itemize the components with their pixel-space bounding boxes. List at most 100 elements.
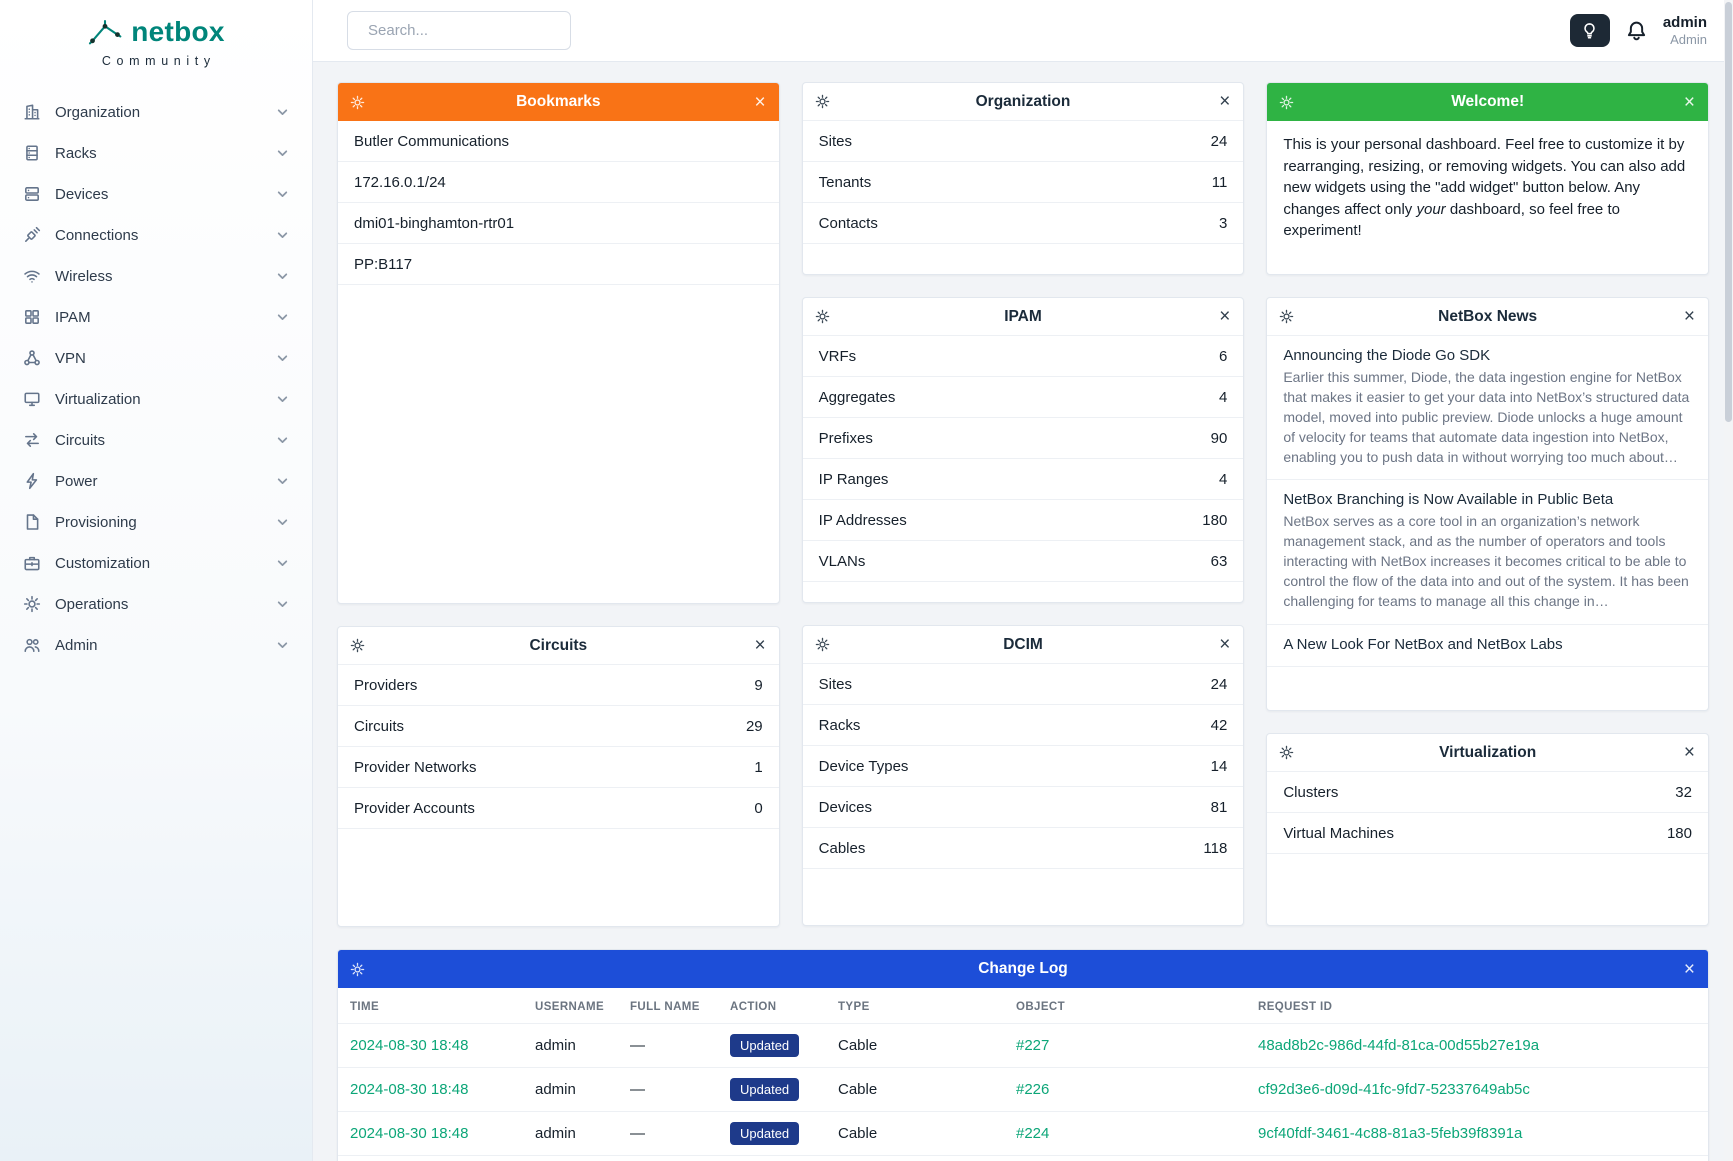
close-icon[interactable]: × xyxy=(1683,91,1695,113)
stat-row[interactable]: Providers 9 xyxy=(338,665,779,706)
stat-row[interactable]: Prefixes 90 xyxy=(802,418,1244,459)
sidebar-item-provisioning[interactable]: Provisioning xyxy=(0,502,312,543)
close-icon[interactable]: × xyxy=(754,635,766,656)
gear-icon[interactable] xyxy=(1279,745,1294,760)
widget-circuits: Circuits × Providers 9 Circuits 29 Provider … xyxy=(337,626,780,927)
sidebar-item-label: Virtualization xyxy=(55,390,141,408)
close-icon[interactable]: × xyxy=(754,91,766,113)
widget-title: Circuits xyxy=(529,636,588,654)
changelog-object-link[interactable]: #226 xyxy=(1016,1081,1050,1098)
sidebar-item-virtualization[interactable]: Virtualization xyxy=(0,379,312,420)
theme-toggle-button[interactable] xyxy=(1569,14,1610,47)
column-header-type: TYPE xyxy=(826,988,1004,1024)
network-nodes-icon xyxy=(24,350,40,366)
stat-row[interactable]: Sites 24 xyxy=(802,121,1244,162)
stat-row[interactable]: Contacts 3 xyxy=(802,203,1244,244)
stat-row[interactable]: VRFs 6 xyxy=(802,336,1244,377)
sidebar-item-label: Devices xyxy=(55,185,109,203)
changelog-request-id-link[interactable]: 48ad8b2c-986d-44fd-81ca-00d55b27e19a xyxy=(1258,1037,1540,1054)
stat-row[interactable]: Tenants 11 xyxy=(802,162,1244,203)
stat-row[interactable]: Circuits 29 xyxy=(338,706,779,747)
stat-row[interactable]: IP Addresses 180 xyxy=(802,500,1244,541)
changelog-request-id-link[interactable]: cf92d3e6-d09d-41fc-9fd7-52337649ab5c xyxy=(1258,1081,1530,1098)
sidebar-item-racks[interactable]: Racks xyxy=(0,133,312,174)
netbox-logo[interactable]: netbox Community xyxy=(0,0,312,78)
sidebar-item-circuits[interactable]: Circuits xyxy=(0,420,312,461)
close-icon[interactable]: × xyxy=(1683,742,1695,763)
changelog-object-link[interactable]: #224 xyxy=(1016,1125,1050,1142)
widget-bookmarks: Bookmarks × Butler Communications 172.16.… xyxy=(337,82,780,604)
news-title-link[interactable]: NetBox Branching is Now Available in Pub… xyxy=(1283,491,1614,509)
stat-row[interactable]: VLANs 63 xyxy=(802,541,1244,582)
sidebar-item-organization[interactable]: Organization xyxy=(0,92,312,133)
close-icon[interactable]: × xyxy=(1683,306,1695,327)
chevron-down-icon xyxy=(277,641,288,648)
monitor-icon xyxy=(24,392,40,407)
news-item: A New Look For NetBox and NetBox Labs xyxy=(1267,625,1708,667)
changelog-username: admin xyxy=(523,1023,618,1068)
news-title-link[interactable]: Announcing the Diode Go SDK xyxy=(1283,347,1491,364)
bookmark-item[interactable]: Butler Communications xyxy=(338,121,779,162)
widget-header: Organization × xyxy=(802,83,1244,121)
stat-row[interactable]: Sites 24 xyxy=(802,664,1244,705)
gear-icon[interactable] xyxy=(350,638,365,653)
gear-icon[interactable] xyxy=(815,94,830,109)
stat-row[interactable]: Virtual Machines 180 xyxy=(1267,813,1708,854)
sidebar-item-label: Customization xyxy=(55,554,151,572)
gear-icon[interactable] xyxy=(1279,95,1294,110)
changelog-object-link[interactable]: #227 xyxy=(1016,1037,1050,1054)
stat-row[interactable]: Provider Accounts 0 xyxy=(338,788,779,829)
changelog-time-link[interactable]: 2024-08-30 18:48 xyxy=(350,1081,469,1098)
column-header-action: ACTION xyxy=(718,988,826,1024)
widget-title: NetBox News xyxy=(1438,307,1538,325)
stat-row[interactable]: Racks 42 xyxy=(802,705,1244,746)
changelog-time-link[interactable]: 2024-08-30 18:48 xyxy=(350,1037,469,1054)
widget-header: Bookmarks × xyxy=(338,83,779,121)
sidebar-item-vpn[interactable]: VPN xyxy=(0,338,312,379)
netbox-logo-icon xyxy=(89,19,122,44)
bookmark-item[interactable]: 172.16.0.1/24 xyxy=(338,162,779,203)
stat-row[interactable]: Devices 81 xyxy=(802,787,1244,828)
search-input[interactable] xyxy=(368,22,567,39)
sidebar-item-admin[interactable]: Admin xyxy=(0,625,312,666)
gear-icon[interactable] xyxy=(350,95,365,110)
close-icon[interactable]: × xyxy=(1219,634,1231,655)
gear-icon[interactable] xyxy=(1279,309,1294,324)
close-icon[interactable]: × xyxy=(1219,91,1231,112)
sidebar-item-connections[interactable]: Connections xyxy=(0,215,312,256)
sidebar-item-devices[interactable]: Devices xyxy=(0,174,312,215)
gear-icon[interactable] xyxy=(815,637,830,652)
changelog-time-link[interactable]: 2024-08-30 18:48 xyxy=(350,1125,469,1142)
sidebar-item-customization[interactable]: Customization xyxy=(0,543,312,584)
scrollbar-thumb[interactable] xyxy=(1725,2,1732,422)
close-icon[interactable]: × xyxy=(1683,958,1695,980)
sidebar-item-wireless[interactable]: Wireless xyxy=(0,256,312,297)
stat-row[interactable]: IP Ranges 4 xyxy=(802,459,1244,500)
sidebar-item-ipam[interactable]: IPAM xyxy=(0,297,312,338)
news-title-link[interactable]: A New Look For NetBox and NetBox Labs xyxy=(1283,635,1563,653)
widget-header: NetBox News × xyxy=(1267,298,1708,336)
sidebar-item-operations[interactable]: Operations xyxy=(0,584,312,625)
stat-row[interactable]: Clusters 32 xyxy=(1267,772,1708,813)
changelog-request-id-link[interactable]: 9cf40fdf-3461-4c88-81a3-5feb39f8391a xyxy=(1258,1125,1523,1142)
action-badge: Updated xyxy=(730,1078,800,1101)
widget-title: IPAM xyxy=(1004,307,1042,325)
user-menu[interactable]: admin Admin xyxy=(1663,14,1707,48)
stat-row[interactable]: Device Types 14 xyxy=(802,746,1244,787)
close-icon[interactable]: × xyxy=(1219,306,1231,327)
changelog-type: Cable xyxy=(826,1111,1004,1156)
bookmark-item[interactable]: PP:B117 xyxy=(338,244,779,285)
search-box[interactable] xyxy=(347,11,571,50)
sidebar-item-power[interactable]: Power xyxy=(0,461,312,502)
chevron-down-icon xyxy=(277,477,288,484)
wifi-icon xyxy=(24,270,40,283)
stat-row[interactable]: Provider Networks 1 xyxy=(338,747,779,788)
notifications-button[interactable] xyxy=(1626,20,1647,41)
stat-list: Clusters 32 Virtual Machines 180 xyxy=(1267,772,1708,854)
gear-icon[interactable] xyxy=(350,962,365,977)
bookmark-item[interactable]: dmi01-binghamton-rtr01 xyxy=(338,203,779,244)
chevron-down-icon xyxy=(277,395,288,402)
stat-row[interactable]: Cables 118 xyxy=(802,828,1244,869)
gear-icon[interactable] xyxy=(815,309,830,324)
stat-row[interactable]: Aggregates 4 xyxy=(802,377,1244,418)
